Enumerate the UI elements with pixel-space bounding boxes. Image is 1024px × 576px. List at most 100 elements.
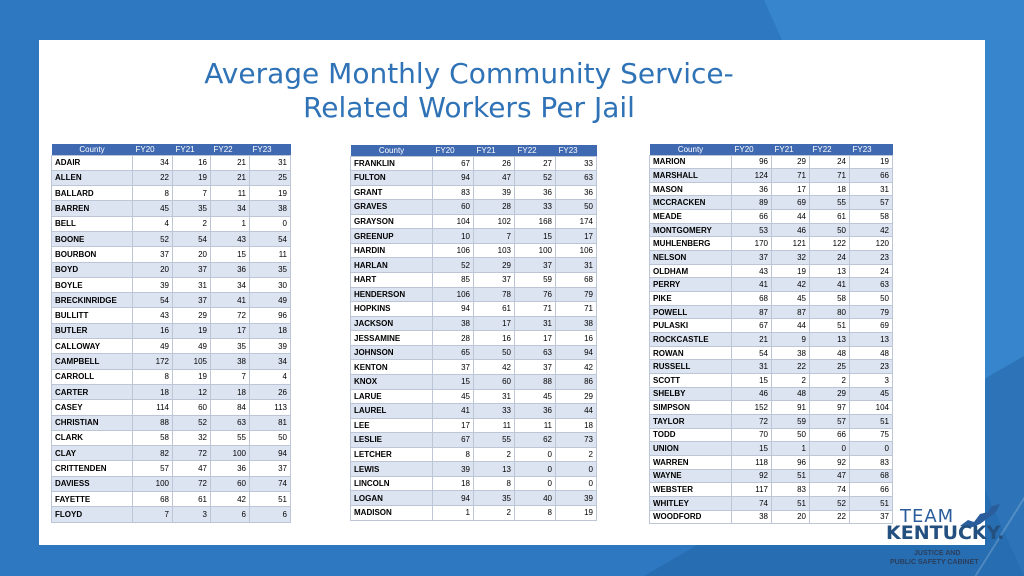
value-cell: 50: [555, 199, 597, 215]
county-name-cell: POWELL: [649, 304, 732, 320]
value-cell: 28: [473, 199, 515, 215]
value-cell: 17: [771, 181, 810, 197]
table-row: KNOX 15 60 88 86: [350, 373, 597, 390]
county-name-cell: NELSON: [649, 250, 732, 265]
column-header-fy21: FY21: [771, 144, 810, 155]
value-cell: 38: [555, 315, 597, 332]
value-cell: 6: [210, 506, 250, 523]
county-name-cell: MUHLENBERG: [649, 236, 732, 252]
column-header-fy22: FY22: [514, 145, 556, 156]
table-row: HARDIN 106 103 100 106: [350, 242, 597, 259]
table-row: GREENUP 10 7 15 17: [350, 228, 597, 244]
value-cell: 25: [809, 359, 850, 374]
value-cell: 52: [514, 170, 556, 186]
value-cell: 54: [249, 230, 291, 248]
table-row: PULASKI 67 44 51 69: [649, 318, 893, 334]
value-cell: 13: [809, 332, 850, 347]
county-name-cell: HOPKINS: [350, 301, 433, 317]
county-name-cell: DAVIESS: [51, 475, 133, 493]
county-name-cell: BRECKINRIDGE: [51, 292, 133, 309]
county-name-cell: CLAY: [51, 445, 133, 462]
value-cell: 60: [210, 475, 250, 493]
county-name-cell: ADAIR: [51, 154, 133, 171]
value-cell: 48: [849, 345, 893, 361]
table-row: MCCRACKEN 89 69 55 57: [649, 195, 893, 211]
county-name-cell: MARION: [649, 154, 732, 170]
slide: Average Monthly Community Service- Relat…: [39, 40, 985, 545]
column-header-fy23: FY23: [849, 144, 893, 155]
value-cell: 33: [514, 199, 556, 215]
county-name-cell: WAYNE: [649, 468, 732, 484]
value-cell: 7: [132, 506, 173, 523]
value-cell: 67: [432, 155, 474, 172]
value-cell: 44: [771, 318, 810, 334]
value-cell: 61: [809, 209, 850, 224]
table-row: CLAY 82 72 100 94: [51, 445, 291, 462]
value-cell: 57: [849, 195, 893, 211]
county-name-cell: TODD: [649, 427, 732, 443]
value-cell: 22: [771, 359, 810, 374]
table-row: BOURBON 37 20 15 11: [51, 246, 291, 263]
value-cell: 42: [849, 222, 893, 238]
value-cell: 46: [731, 386, 772, 402]
value-cell: 72: [210, 307, 250, 324]
table-row: FULTON 94 47 52 63: [350, 170, 597, 186]
table-row: FAYETTE 68 61 42 51: [51, 491, 291, 508]
value-cell: 100: [514, 242, 556, 259]
value-cell: 44: [555, 403, 597, 419]
value-cell: 55: [210, 429, 250, 447]
value-cell: 58: [132, 429, 173, 447]
value-cell: 168: [514, 213, 556, 230]
value-cell: 45: [849, 386, 893, 402]
value-cell: 52: [172, 414, 211, 431]
value-cell: 26: [473, 155, 515, 172]
table-row: ROCKCASTLE 21 9 13 13: [649, 332, 893, 347]
value-cell: 31: [249, 154, 291, 171]
value-cell: 17: [210, 322, 250, 340]
county-name-cell: ROWAN: [649, 345, 732, 361]
value-cell: 8: [473, 475, 515, 492]
value-cell: 60: [172, 399, 211, 416]
county-name-cell: ALLEN: [51, 169, 133, 187]
value-cell: 96: [771, 454, 810, 470]
county-name-cell: BOYLE: [51, 276, 133, 294]
value-cell: 33: [555, 155, 597, 172]
value-cell: 86: [555, 373, 597, 390]
value-cell: 59: [514, 272, 556, 288]
column-header-fy21: FY21: [473, 145, 515, 156]
value-cell: 19: [849, 154, 893, 170]
value-cell: 1: [771, 441, 810, 456]
county-name-cell: BOONE: [51, 230, 133, 248]
value-cell: 4: [132, 215, 173, 232]
value-cell: 0: [514, 475, 556, 492]
value-cell: 83: [432, 184, 474, 201]
county-name-cell: CHRISTIAN: [51, 414, 133, 431]
value-cell: 18: [132, 383, 173, 401]
county-name-cell: TAYLOR: [649, 413, 732, 429]
value-cell: 50: [249, 429, 291, 447]
value-cell: 17: [514, 330, 556, 346]
value-cell: 39: [132, 276, 173, 294]
value-cell: 23: [849, 250, 893, 265]
county-name-cell: FULTON: [350, 170, 433, 186]
table-row: CARROLL 8 19 7 4: [51, 368, 291, 385]
value-cell: 50: [809, 222, 850, 238]
county-name-cell: KENTON: [350, 359, 433, 375]
value-cell: 39: [249, 338, 291, 355]
county-name-cell: JOHNSON: [350, 344, 433, 361]
value-cell: 29: [555, 388, 597, 405]
value-cell: 7: [210, 368, 250, 385]
value-cell: 31: [514, 315, 556, 332]
value-cell: 11: [473, 417, 515, 434]
value-cell: 41: [809, 277, 850, 293]
value-cell: 100: [210, 445, 250, 462]
value-cell: 26: [249, 383, 291, 401]
table-row: WHITLEY 74 51 52 51: [649, 495, 893, 511]
value-cell: 29: [172, 307, 211, 324]
value-cell: 8: [432, 446, 474, 463]
value-cell: 24: [809, 250, 850, 265]
value-cell: 24: [809, 154, 850, 170]
table-row: MADISON 1 2 8 19: [350, 505, 597, 521]
county-name-cell: CAMPBELL: [51, 353, 133, 370]
value-cell: 96: [731, 154, 772, 170]
